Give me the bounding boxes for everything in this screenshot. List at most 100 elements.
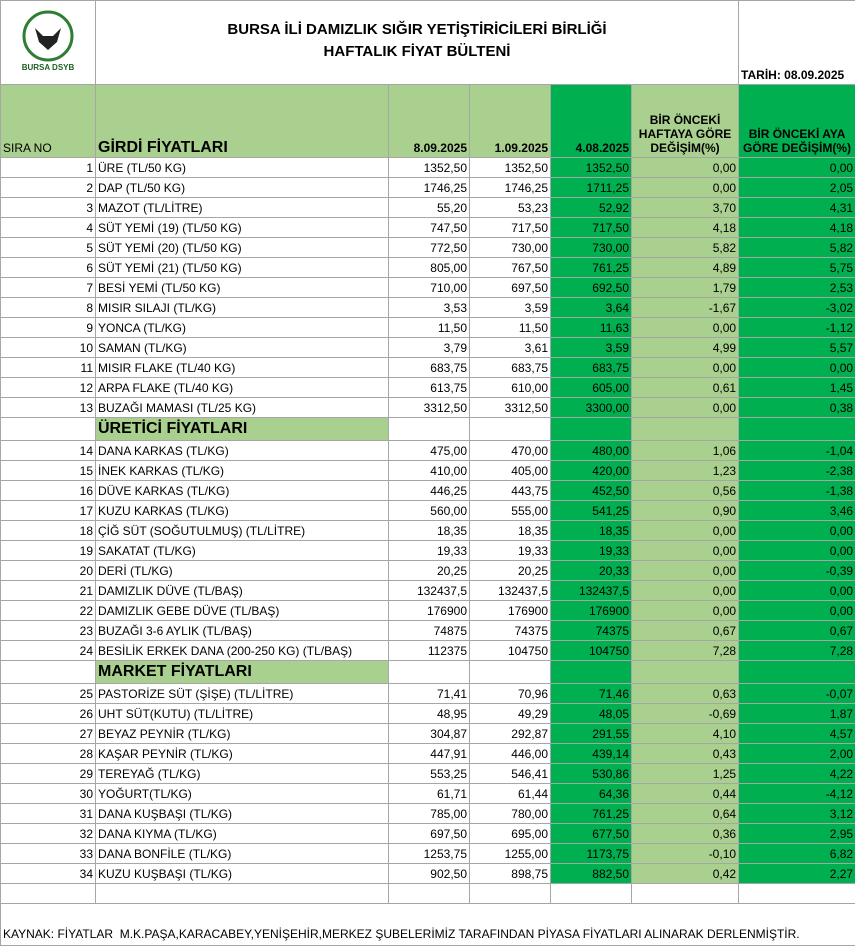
item-name: BEYAZ PEYNİR (TL/KG) [96,724,389,744]
cell-value: 74375 [470,621,551,641]
item-name: İNEK KARKAS (TL/KG) [96,461,389,481]
item-name: TEREYAĞ (TL/KG) [96,764,389,784]
item-name: KUZU KARKAS (TL/KG) [96,501,389,521]
cell-value: 1,06 [632,441,739,461]
cell-value: 730,00 [551,238,632,258]
item-name: MISIR SILAJI (TL/KG) [96,298,389,318]
cell-value: 23 [1,621,96,641]
cell-value: 0,63 [632,684,739,704]
cell-value: 717,50 [551,218,632,238]
cell [551,884,632,904]
cell-value: 104750 [551,641,632,661]
section-row: ÜRETİCİ FİYATLARI [1,418,855,441]
cell-value: 683,75 [470,358,551,378]
cell-value: 176900 [470,601,551,621]
cell-value: -0,10 [632,844,739,864]
cell-value: 882,50 [551,864,632,884]
cell-value: 7,28 [632,641,739,661]
cell-value: 3,70 [632,198,739,218]
cell-value: 19,33 [470,541,551,561]
cell-value: 4,57 [739,724,855,744]
cell-value: 3 [1,198,96,218]
cell-value: 5,82 [739,238,855,258]
cell-value: 28 [1,744,96,764]
logo: BURSA DSYB [13,6,83,76]
item-name: DAMIZLIK DÜVE (TL/BAŞ) [96,581,389,601]
cell-value: 4,89 [632,258,739,278]
cell-value: 26 [1,704,96,724]
cell-value: 761,25 [551,258,632,278]
item-name: DANA KIYMA (TL/KG) [96,824,389,844]
column-header: 8.09.2025 [389,85,470,158]
cell-value: 0,44 [632,784,739,804]
cell-value: -1,67 [632,298,739,318]
subtitle: HAFTALIK FİYAT BÜLTENİ [98,41,736,63]
cell-value: 292,87 [470,724,551,744]
cell-value: 32 [1,824,96,844]
item-name: MAZOT (TL/LİTRE) [96,198,389,218]
cell-value: 761,25 [551,804,632,824]
footer-row: KAYNAK: FİYATLAR M.K.PAŞA,KARACABEY,YENİ… [1,904,855,946]
cell-value: 546,41 [470,764,551,784]
cell-value: 176900 [551,601,632,621]
item-name: SÜT YEMİ (19) (TL/50 KG) [96,218,389,238]
source-note: KAYNAK: FİYATLAR M.K.PAŞA,KARACABEY,YENİ… [1,904,855,946]
cell-value: 1253,75 [389,844,470,864]
section-row: MARKET FİYATLARI [1,661,855,684]
cell-value: 132437,5 [389,581,470,601]
cell-value: 4,18 [632,218,739,238]
cell-value: 14 [1,441,96,461]
cell-value: 541,25 [551,501,632,521]
cell-value: 34 [1,864,96,884]
cell-value: -0,39 [739,561,855,581]
item-name: BUZAĞI MAMASI (TL/25 KG) [96,398,389,418]
logo-text: BURSA DSYB [22,63,75,72]
cell-value: 405,00 [470,461,551,481]
cell-value: 0,00 [739,601,855,621]
cell-value: 697,50 [470,278,551,298]
cell-value: -1,38 [739,481,855,501]
cell [1,884,96,904]
cell-value: 0,00 [632,581,739,601]
cell-value: 1711,25 [551,178,632,198]
cell-value: 717,50 [470,218,551,238]
cell-value: 15 [1,461,96,481]
cell-value: 692,50 [551,278,632,298]
cell-value: 5,57 [739,338,855,358]
item-name: KAŞAR PEYNİR (TL/KG) [96,744,389,764]
cell-value: 18,35 [551,521,632,541]
cell-value: 12 [1,378,96,398]
cell-value: 610,00 [470,378,551,398]
cell-value: 0,90 [632,501,739,521]
section-title: ÜRETİCİ FİYATLARI [96,418,389,441]
cell-value: 10 [1,338,96,358]
cell-value: 13 [1,398,96,418]
cell [632,661,739,684]
cell-value: 17 [1,501,96,521]
cell-value: 3,64 [551,298,632,318]
cell-value: 683,75 [551,358,632,378]
item-name: BESİLİK ERKEK DANA (200-250 KG) (TL/BAŞ) [96,641,389,661]
item-name: KUZU KUŞBAŞI (TL/KG) [96,864,389,884]
cell-value: 0,00 [632,178,739,198]
item-name: ÜRE (TL/50 KG) [96,158,389,178]
cell-value: 27 [1,724,96,744]
cell-value: 4 [1,218,96,238]
